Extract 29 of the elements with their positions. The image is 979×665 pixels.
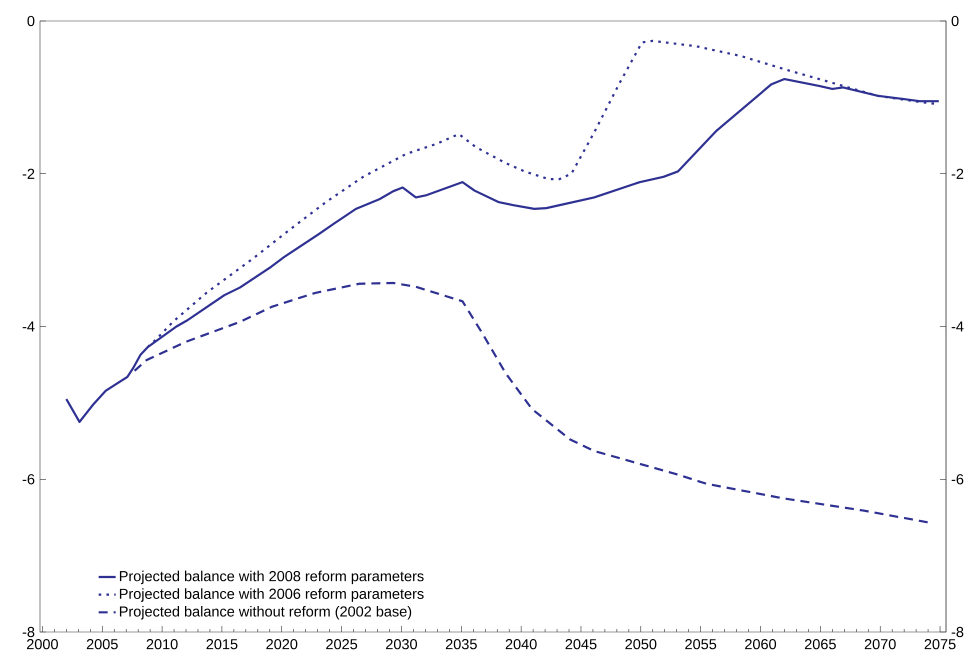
y2-tick-label: -6	[952, 474, 964, 484]
x-tick-label: 2010	[146, 639, 178, 650]
x-tick-label: 2030	[386, 639, 418, 650]
y-tick-label: -8	[22, 626, 34, 638]
x-tick-label: 2045	[566, 639, 596, 650]
y-tick-label: -2	[22, 168, 34, 179]
y-tick-label: -4	[22, 322, 35, 332]
x-tick-label: 2000	[27, 639, 58, 650]
y-tick-label: -6	[22, 474, 34, 484]
y2-tick-label: -8	[952, 626, 964, 638]
x-tick-label: 2015	[206, 639, 238, 650]
x-tick-label: 2060	[745, 639, 776, 650]
x-tick-label: 2075	[924, 639, 956, 650]
legend-label: Projected balance with 2008 reform parameters	[120, 570, 424, 584]
x-tick-label: 2070	[864, 639, 896, 650]
x-tick-label: 2055	[685, 639, 716, 650]
x-tick-label: 2025	[326, 639, 358, 650]
y2-tick-label: 0	[952, 16, 959, 26]
x-tick-label: 2040	[506, 639, 537, 650]
y2-tick-label: -2	[952, 168, 964, 179]
legend-label: Projected balance with 2006 reform parameters	[120, 588, 424, 602]
x-tick-label: 2035	[446, 639, 477, 650]
x-tick-label: 2050	[625, 639, 656, 650]
x-tick-label: 2065	[804, 639, 836, 650]
legend-label: Projected balance without reform (2002 base)	[120, 606, 412, 620]
x-tick-label: 2020	[266, 639, 298, 650]
y2-tick-label: -4	[952, 322, 964, 332]
x-tick-label: 2005	[86, 639, 118, 650]
y-tick-label: 0	[27, 16, 34, 26]
